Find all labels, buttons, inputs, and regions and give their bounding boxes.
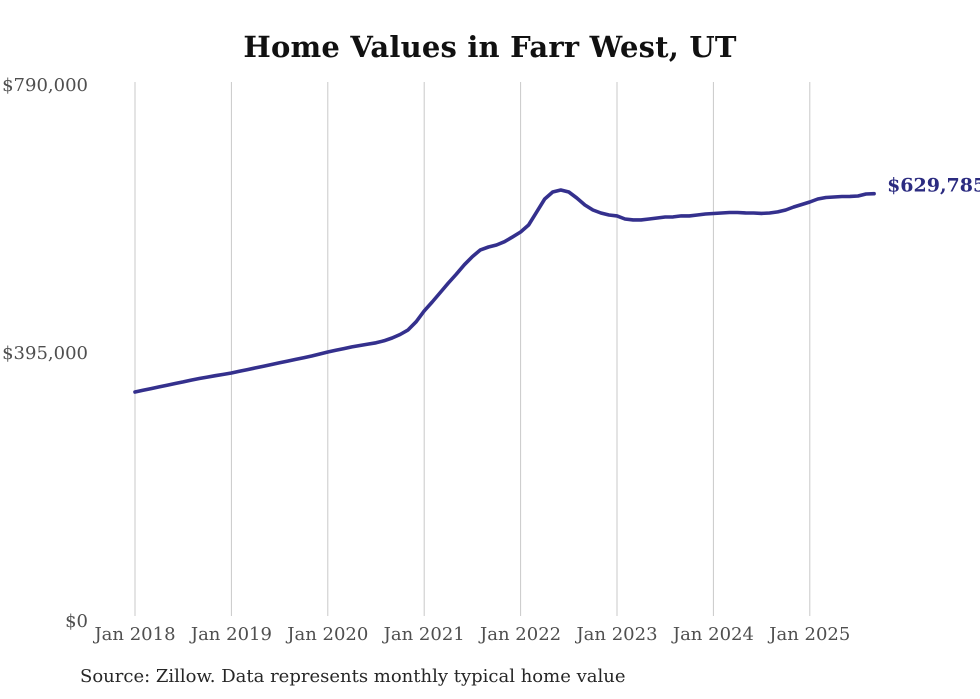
x-axis-tick-label: Jan 2024 [671, 624, 754, 645]
home-value-line [133, 188, 876, 394]
x-axis-tick-label: Jan 2025 [767, 624, 850, 645]
x-axis-tick-label: Jan 2018 [92, 624, 175, 645]
source-note: Source: Zillow. Data represents monthly … [80, 666, 626, 687]
x-axis-tick-label: Jan 2020 [285, 624, 368, 645]
x-axis-tick-label: Jan 2023 [574, 624, 657, 645]
x-axis-tick-label: Jan 2021 [382, 624, 465, 645]
current-value-label: $629,785 [887, 175, 980, 197]
chart-title: Home Values in Farr West, UT [243, 30, 737, 64]
y-axis-tick-label: $0 [65, 611, 88, 632]
x-axis-tick-label: Jan 2019 [189, 624, 272, 645]
x-axis-tick-label: Jan 2022 [478, 624, 561, 645]
y-axis-tick-label: $395,000 [2, 343, 88, 364]
y-axis-tick-label: $790,000 [2, 75, 88, 96]
